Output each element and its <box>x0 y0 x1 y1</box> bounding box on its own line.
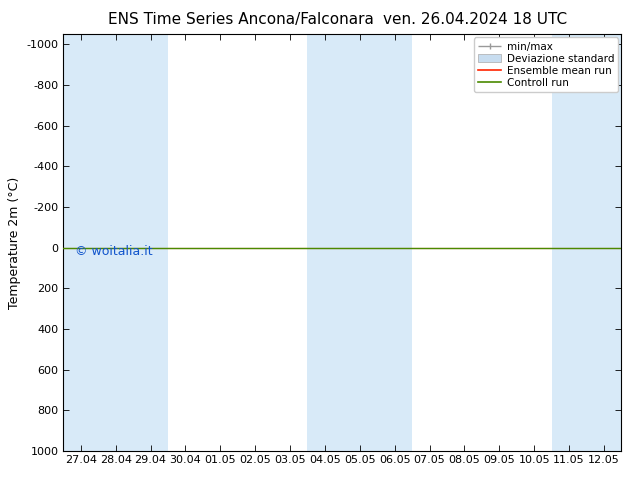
Bar <box>552 34 586 451</box>
Bar <box>63 34 98 451</box>
Text: © woitalia.it: © woitalia.it <box>75 245 152 258</box>
Bar <box>307 34 342 451</box>
Bar <box>98 34 133 451</box>
Bar <box>133 34 168 451</box>
Bar <box>586 34 621 451</box>
Text: ven. 26.04.2024 18 UTC: ven. 26.04.2024 18 UTC <box>384 12 567 27</box>
Legend: min/max, Deviazione standard, Ensemble mean run, Controll run: min/max, Deviazione standard, Ensemble m… <box>474 37 618 92</box>
Text: ENS Time Series Ancona/Falconara: ENS Time Series Ancona/Falconara <box>108 12 374 27</box>
Bar <box>342 34 377 451</box>
Y-axis label: Temperature 2m (°C): Temperature 2m (°C) <box>8 176 21 309</box>
Bar <box>377 34 412 451</box>
